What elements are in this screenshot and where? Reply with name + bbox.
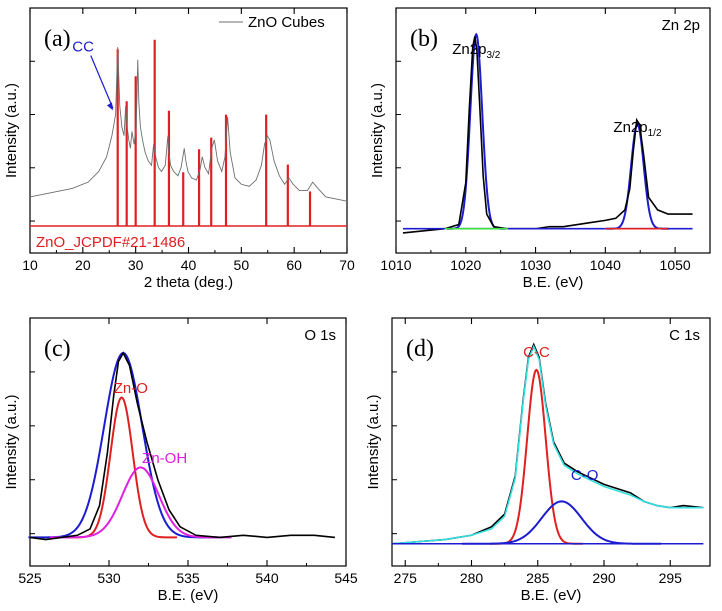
peak-label: C-O: [571, 467, 599, 484]
panel-label: (d): [406, 336, 434, 362]
peak-label: Zn2p1/2: [613, 119, 662, 139]
panel-label: (c): [44, 336, 71, 362]
annotation-arrowhead: [106, 102, 113, 111]
x-tick-label: 280: [460, 570, 484, 586]
series-experimental: [29, 351, 336, 541]
peak-label: C-C: [523, 344, 550, 361]
fit-peak-zn-oh: [49, 466, 232, 539]
x-tick-label: 1050: [660, 257, 691, 273]
x-tick-label: 535: [176, 570, 200, 586]
peak-label-base: Zn2p: [613, 119, 647, 136]
x-tick-label: 30: [128, 257, 144, 273]
series-zno-cubes: [29, 47, 348, 202]
fit-peak-zn2p3-2-fit: [446, 32, 506, 230]
x-axis-label: B.E. (eV): [158, 587, 219, 604]
x-tick-label: 1030: [520, 257, 551, 273]
fit-peak-zn2p1-2-fit: [606, 123, 669, 230]
x-tick-label: 1010: [380, 257, 411, 273]
y-axis-label: Intensity (a.u.): [3, 394, 20, 489]
y-axis-label: Intensity (a.u.): [365, 394, 382, 489]
plot-frame: [395, 7, 711, 254]
y-axis-label: Intensity (a.u.): [369, 83, 386, 178]
series-experimental: [402, 36, 693, 234]
series-experimental: [391, 342, 704, 545]
panel-label: (b): [410, 26, 438, 52]
x-tick-label: 545: [334, 570, 358, 586]
panel-title: O 1s: [304, 327, 336, 344]
legend-label: ZnO Cubes: [248, 14, 325, 31]
panel-c: 525 530 535 540 545 B.E. (eV) Intensity (a.u.)…: [3, 317, 358, 604]
fit-peak-c-o: [462, 500, 661, 545]
reference-peaks: [30, 39, 347, 227]
peak-label: Zn2p3/2: [452, 41, 501, 61]
panel-b: 1010 1020 1030 1040 1050 B.E. (eV) Intensity (…: [369, 7, 711, 291]
peak-label: Zn-O: [114, 380, 148, 397]
plot-frame: [391, 317, 711, 567]
annotation-arrow: [90, 55, 114, 109]
panel-a: 10 20 30 40 50 60 70 2 theta (deg.) Intensity (a…: [3, 7, 355, 291]
reference-label: ZnO_JCPDF#21-1486: [36, 234, 185, 251]
x-axis-label: 2 theta (deg.): [144, 274, 233, 291]
x-tick-label: 1040: [590, 257, 621, 273]
x-tick-label: 275: [394, 570, 418, 586]
panel-title: C 1s: [669, 327, 700, 344]
x-tick-label: 540: [255, 570, 279, 586]
x-tick-label: 1020: [450, 257, 481, 273]
x-tick-label: 40: [181, 257, 197, 273]
panel-d: 275 280 285 290 295 B.E. (eV) Intensity (a.u.)…: [365, 317, 711, 604]
x-axis-label: B.E. (eV): [521, 587, 582, 604]
panel-title: Zn 2p: [662, 17, 700, 34]
peak-label-sub: 1/2: [648, 128, 662, 139]
x-tick-label: 290: [592, 570, 616, 586]
series-envelope: [391, 344, 704, 545]
peak-label-sub: 3/2: [486, 50, 500, 61]
x-tick-label: 20: [75, 257, 91, 273]
peak-label: Zn-OH: [142, 450, 187, 467]
y-axis-label: Intensity (a.u.): [3, 83, 20, 178]
peak-label-base: Zn2p: [452, 41, 486, 58]
annotation-cc: CC: [72, 38, 94, 55]
x-tick-label: 295: [659, 570, 683, 586]
x-tick-label: 10: [22, 257, 38, 273]
panel-label: (a): [44, 26, 71, 52]
x-tick-label: 60: [286, 257, 302, 273]
x-tick-label: 70: [339, 257, 355, 273]
x-tick-label: 285: [526, 570, 550, 586]
x-axis-label: B.E. (eV): [523, 274, 584, 291]
x-tick-label: 525: [18, 570, 42, 586]
x-tick-label: 530: [97, 570, 121, 586]
x-tick-label: 50: [234, 257, 250, 273]
